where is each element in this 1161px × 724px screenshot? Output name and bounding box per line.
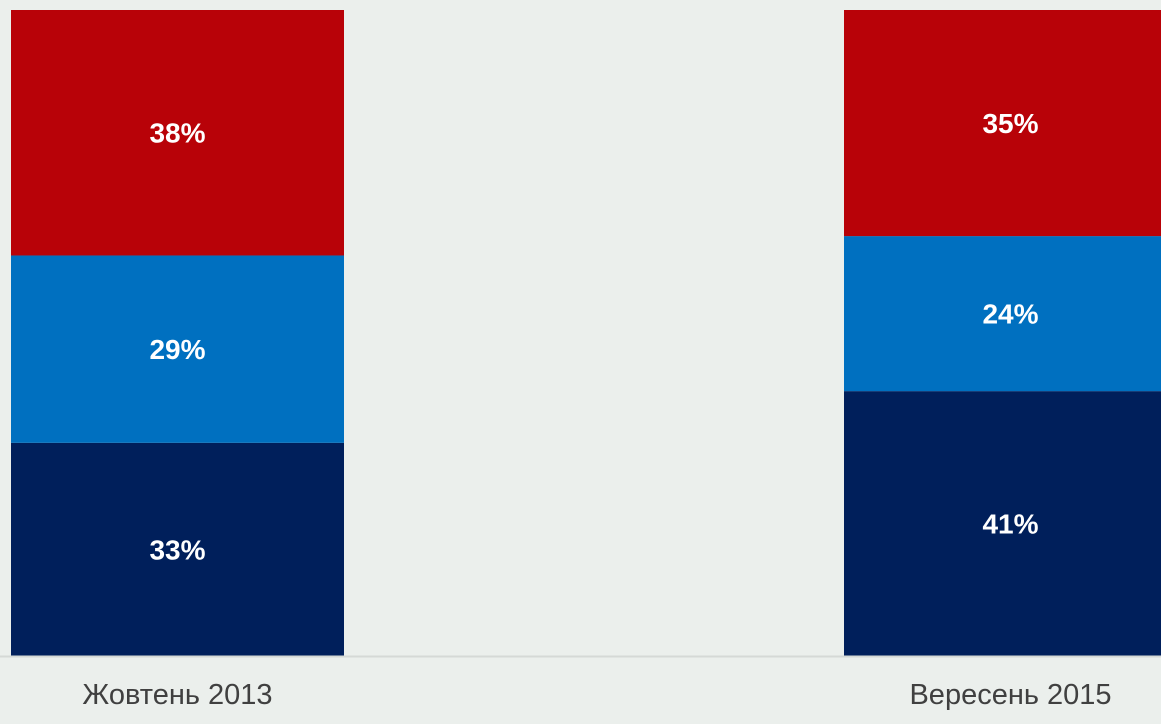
data-label-2-2: 24% bbox=[982, 299, 1038, 330]
category-label-1: Жовтень 2013 bbox=[82, 679, 272, 711]
bars-layer bbox=[11, 10, 1161, 656]
category-label-2: Вересень 2015 bbox=[909, 679, 1111, 711]
labels-layer: 33% 29% 38% Жовтень 2013 41% 24% 35% Вересень 2… bbox=[82, 108, 1111, 711]
bar-segment-1-2 bbox=[11, 255, 344, 443]
bar-segment-1-1 bbox=[11, 442, 344, 656]
bar-segment-2-1 bbox=[844, 391, 1161, 656]
data-label-2-3: 35% bbox=[982, 108, 1038, 139]
bar-segment-2-3 bbox=[844, 10, 1161, 237]
data-label-1-3: 38% bbox=[149, 118, 205, 149]
data-label-1-2: 29% bbox=[149, 334, 205, 365]
data-label-2-1: 41% bbox=[982, 509, 1038, 540]
bar-segment-2-2 bbox=[844, 236, 1161, 392]
data-label-1-1: 33% bbox=[149, 534, 205, 565]
bar-segment-1-3 bbox=[11, 10, 344, 256]
